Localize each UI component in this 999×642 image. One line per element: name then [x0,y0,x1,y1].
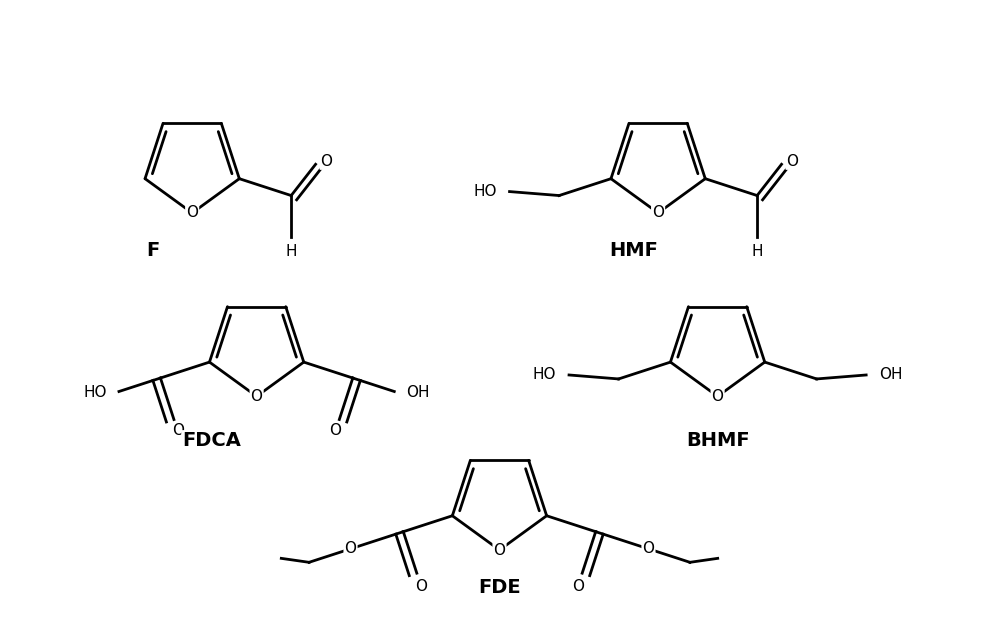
Text: O: O [786,154,798,169]
Text: O: O [173,423,185,438]
Text: HO: HO [532,367,556,383]
Text: FDCA: FDCA [183,431,242,451]
Text: OH: OH [406,385,430,400]
Text: O: O [251,389,263,404]
Text: F: F [146,241,159,260]
Text: O: O [711,389,723,404]
Text: BHMF: BHMF [685,431,749,451]
Text: H: H [286,243,297,259]
Text: O: O [329,423,341,438]
Text: O: O [494,542,505,557]
Text: OH: OH [879,367,903,383]
Text: O: O [571,579,583,594]
Text: O: O [321,154,333,169]
Text: O: O [345,541,357,556]
Text: FDE: FDE [479,578,520,597]
Text: HO: HO [84,385,107,400]
Text: H: H [751,243,763,259]
Text: HO: HO [473,184,497,199]
Text: O: O [642,541,654,556]
Text: O: O [652,205,664,220]
Text: O: O [186,205,198,220]
Text: O: O [416,579,428,594]
Text: HMF: HMF [609,241,657,260]
